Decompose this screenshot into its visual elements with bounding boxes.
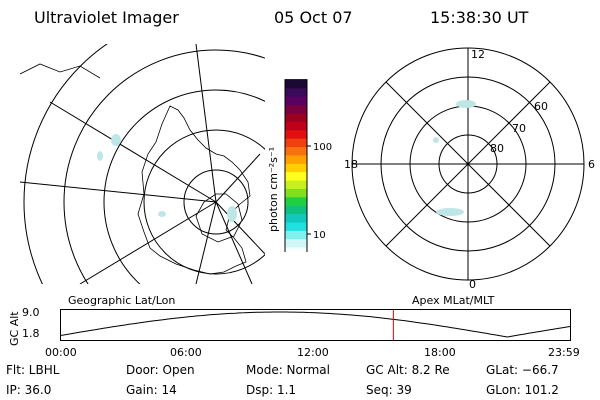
coastline-fragment [20, 63, 101, 79]
altitude-xtick: 18:00 [424, 346, 456, 359]
coastline-inner [195, 193, 243, 243]
altitude-ytick: 9.0 [22, 306, 40, 319]
date-label: 05 Oct 07 [274, 8, 353, 27]
colorbar-band [285, 130, 307, 140]
colorbar-unit-label: photon cm⁻²s⁻¹ [267, 147, 280, 232]
colorbar-tick: 100 [313, 142, 332, 153]
mlt-label-left: 18 [344, 158, 358, 171]
altitude-xtick: 00:00 [45, 346, 77, 359]
lon-line [215, 201, 253, 284]
mlt-label-top: 12 [471, 48, 485, 61]
lon-line [20, 181, 217, 203]
gain-status: Gain: 14 [126, 383, 177, 397]
ip-status: IP: 36.0 [6, 383, 52, 397]
lat-circle [103, 89, 265, 284]
geographic-map [20, 44, 265, 284]
aurora-blob [111, 134, 121, 146]
instrument-title: Ultraviolet Imager [34, 8, 179, 27]
colorbar-band [285, 239, 307, 249]
colorbar-band [285, 214, 307, 223]
colorbar-band [285, 155, 307, 165]
colorbar-band [285, 188, 307, 198]
colorbar-band [285, 80, 307, 89]
lon-line [195, 201, 217, 284]
colorbar-band [285, 138, 307, 148]
lon-line [215, 153, 261, 203]
colorbar-band [285, 96, 307, 106]
mlt-line [385, 81, 551, 247]
time-label: 15:38:30 UT [430, 8, 529, 27]
colorbar-band [285, 121, 307, 131]
aurora-blob [97, 151, 103, 161]
colorbar-band [285, 205, 307, 215]
colorbar: 100 10 photon cm⁻²s⁻¹ [267, 79, 332, 252]
altitude-xtick: 23:59 [548, 346, 580, 359]
glon-status: GLon: 101.2 [486, 383, 559, 397]
glat-status: GLat: −66.7 [486, 363, 559, 377]
colorbar-band [285, 147, 307, 156]
aurora-blob [436, 208, 464, 216]
lat-circle [23, 44, 108, 284]
left-panel-caption: Geographic Lat/Lon [68, 294, 176, 307]
altitude-xtick: 06:00 [170, 346, 202, 359]
colorbar-band [285, 247, 307, 252]
colorbar-band [285, 180, 307, 190]
colorbar-band [285, 113, 307, 123]
filter-status: Flt: LBHL [6, 363, 60, 377]
altitude-ylabel: GC Alt [8, 311, 21, 346]
mlat-label: 80 [490, 142, 504, 155]
aurora-blob [227, 206, 237, 222]
mlat-label: 60 [534, 100, 548, 113]
aurora-blob [433, 137, 439, 143]
mlat-label: 70 [512, 122, 526, 135]
door-status: Door: Open [126, 363, 195, 377]
lon-line [195, 44, 217, 203]
altitude-xtick: 12:00 [297, 346, 329, 359]
mlt-label-right: 6 [588, 158, 595, 171]
mode-status: Mode: Normal [246, 363, 330, 377]
colorbar-tick: 10 [313, 230, 326, 241]
altitude-plot [60, 309, 572, 341]
dsp-status: Dsp: 1.1 [246, 383, 297, 397]
aurora-blob [456, 100, 476, 108]
colorbar-band [285, 230, 307, 240]
colorbar-band [285, 197, 307, 207]
colorbar-band [285, 222, 307, 232]
lat-circle [143, 129, 265, 275]
mlt-label-bottom: 0 [469, 278, 476, 289]
magnetic-polar-plot: 12 0 18 6 60 70 80 [344, 47, 595, 289]
lat-circle [183, 169, 249, 235]
altitude-curve [60, 311, 572, 338]
colorbar-band [285, 105, 307, 115]
seq-status: Seq: 39 [366, 383, 412, 397]
colorbar-band [285, 163, 307, 173]
colorbar-band [285, 172, 307, 182]
lon-line [215, 201, 265, 255]
antarctica-coastline [137, 105, 251, 275]
lat-circle [63, 49, 265, 284]
altitude-ytick: 1.8 [22, 327, 40, 340]
gc-alt-status: GC Alt: 8.2 Re [366, 363, 450, 377]
aurora-blob [158, 211, 166, 217]
colorbar-band [285, 88, 307, 98]
lon-line [49, 101, 217, 203]
right-panel-caption: Apex MLat/MLT [412, 294, 495, 307]
